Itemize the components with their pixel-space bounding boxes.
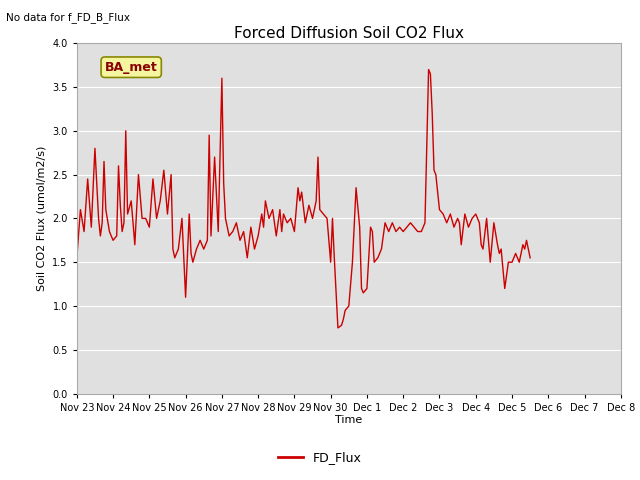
Title: Forced Diffusion Soil CO2 Flux: Forced Diffusion Soil CO2 Flux xyxy=(234,25,464,41)
X-axis label: Time: Time xyxy=(335,415,362,425)
Legend: FD_Flux: FD_Flux xyxy=(273,446,367,469)
Y-axis label: Soil CO2 Flux (umol/m2/s): Soil CO2 Flux (umol/m2/s) xyxy=(36,146,47,291)
Text: BA_met: BA_met xyxy=(105,61,157,74)
Text: No data for f_FD_B_Flux: No data for f_FD_B_Flux xyxy=(6,12,131,23)
